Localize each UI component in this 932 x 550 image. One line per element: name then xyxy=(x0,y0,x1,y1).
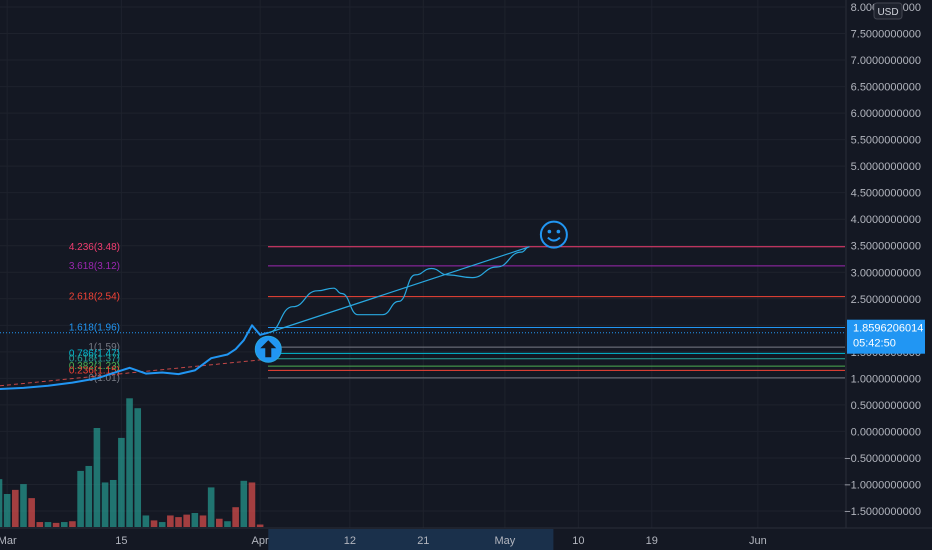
volume-bar xyxy=(207,487,215,527)
fib-trend-line xyxy=(0,358,273,387)
volume-bar xyxy=(101,482,109,527)
fib-level-label: 4.236(3.48) xyxy=(69,242,120,253)
chart-lines xyxy=(0,246,845,390)
freehand-projection-path xyxy=(268,246,530,334)
volume-bar xyxy=(232,507,239,527)
fibonacci-extension[interactable]: 4.236(3.48) 3.618(3.12) 2.618(2.54) 1.618(1… xyxy=(0,242,845,387)
volume-bar xyxy=(216,518,223,527)
volume-bar xyxy=(85,465,93,527)
price-tick-label: −1.5000000000 xyxy=(844,506,921,518)
volume-bar xyxy=(142,515,150,527)
volume-bars xyxy=(0,398,264,527)
smiley-icon-mouth xyxy=(547,236,561,242)
price-axis[interactable]: 8.00000000007.50000000007.00000000006.50… xyxy=(844,0,932,528)
volume-bar xyxy=(134,408,142,527)
volume-bar xyxy=(109,479,117,527)
volume-bar xyxy=(77,470,84,527)
volume-bar xyxy=(167,515,174,527)
volume-bar xyxy=(12,489,19,527)
countdown-label: 05:42:50 xyxy=(853,338,896,350)
volume-bar xyxy=(224,521,231,527)
fib-level-label: 3.618(3.12) xyxy=(69,261,120,272)
volume-bar xyxy=(158,522,166,527)
fib-level-label: 0.618(1.37) xyxy=(69,354,120,365)
volume-bar xyxy=(256,524,264,527)
time-tick-label: 10 xyxy=(572,535,584,547)
last-price-badge: 1.8596206014 05:42:50 xyxy=(847,319,925,354)
price-tick-label: 6.5000000000 xyxy=(851,82,921,94)
volume-bar xyxy=(69,521,76,527)
currency-label: USD xyxy=(877,7,898,18)
price-tick-label: 1.0000000000 xyxy=(851,373,921,385)
volume-bar xyxy=(248,482,256,527)
volume-bar xyxy=(44,522,52,527)
price-tick-label: 2.5000000000 xyxy=(851,294,921,306)
smiley-icon xyxy=(539,220,568,249)
smiley-icon-eye xyxy=(547,229,552,234)
currency-badge[interactable]: USD xyxy=(873,2,903,20)
time-tick-label: 12 xyxy=(344,535,356,547)
last-price-label: 1.8596206014 xyxy=(853,323,923,335)
volume-bar xyxy=(28,498,35,527)
up-arrow-icon xyxy=(254,335,282,363)
price-tick-label: 5.0000000000 xyxy=(851,161,921,173)
fib-level-label: 0.236(1.15) xyxy=(69,365,120,376)
fib-level-label: 1.618(1.96) xyxy=(69,322,120,333)
volume-bar xyxy=(150,520,158,527)
fib-level-label: 0(1.01) xyxy=(88,373,120,384)
volume-bar xyxy=(36,522,44,527)
price-tick-label: 5.5000000000 xyxy=(851,135,921,147)
price-tick-label: 4.5000000000 xyxy=(851,188,921,200)
chart-annotations[interactable] xyxy=(254,220,568,363)
time-axis[interactable]: Mar 15 Apr 12 21 May 10 19 Jun xyxy=(0,527,932,550)
price-tick-label: 7.5000000000 xyxy=(851,29,921,41)
volume-bar xyxy=(52,522,60,527)
price-axis-background xyxy=(846,0,932,528)
price-line xyxy=(0,324,269,390)
smiley-icon-face xyxy=(539,220,568,249)
volume-bar xyxy=(240,480,248,527)
volume-bar xyxy=(199,515,207,527)
time-tick-label: 19 xyxy=(646,535,658,547)
time-tick-label: 15 xyxy=(115,535,127,547)
volume-bar xyxy=(183,514,190,527)
volume-bar xyxy=(191,512,199,527)
price-tick-label: 3.5000000000 xyxy=(851,241,921,253)
price-tick-label: 6.0000000000 xyxy=(851,108,921,120)
time-tick-label: May xyxy=(495,535,516,547)
volume-bar xyxy=(20,484,27,527)
fib-level-label: 1(1.59) xyxy=(88,342,120,353)
price-tick-label: 7.0000000000 xyxy=(851,55,921,67)
price-tick-label: −0.5000000000 xyxy=(844,453,921,465)
volume-bar xyxy=(93,428,101,527)
smiley-icon-eye xyxy=(556,229,561,234)
price-tick-label: 0.5000000000 xyxy=(851,400,921,412)
up-arrow-icon-glyph xyxy=(260,340,277,358)
volume-bar xyxy=(60,522,68,527)
time-tick-label: Jun xyxy=(749,535,767,547)
volume-bar xyxy=(3,494,11,527)
volume-bar xyxy=(126,398,133,527)
volume-bar xyxy=(175,517,182,527)
price-tick-label: −1.0000000000 xyxy=(844,479,921,491)
fib-level-label: 2.618(2.54) xyxy=(69,292,120,303)
fib-level-label: 0.382(1.23) xyxy=(69,361,120,372)
time-tick-label: Mar xyxy=(0,535,17,547)
price-tick-label: 3.0000000000 xyxy=(851,267,921,279)
volume-bar xyxy=(118,437,125,527)
price-tick-label: 4.0000000000 xyxy=(851,214,921,226)
projection-trend-line xyxy=(268,246,530,334)
time-axis-range-highlight xyxy=(268,529,554,550)
volume-bar xyxy=(0,479,3,527)
time-tick-label: Apr xyxy=(252,535,269,547)
time-tick-label: 21 xyxy=(417,535,429,547)
price-tick-label: 0.0000000000 xyxy=(851,426,921,438)
fib-level-label: 0.786(1.47) xyxy=(69,348,120,359)
